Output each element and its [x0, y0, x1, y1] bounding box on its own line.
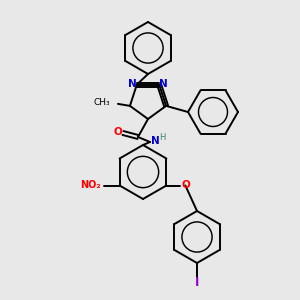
Text: O: O — [181, 179, 190, 190]
Text: O: O — [114, 127, 122, 137]
Text: H: H — [159, 133, 165, 142]
Text: CH₃: CH₃ — [93, 98, 110, 107]
Text: N: N — [151, 136, 159, 146]
Text: NO₂: NO₂ — [80, 179, 101, 190]
Text: N: N — [159, 79, 167, 88]
Text: I: I — [195, 277, 199, 290]
Text: N: N — [128, 79, 137, 88]
